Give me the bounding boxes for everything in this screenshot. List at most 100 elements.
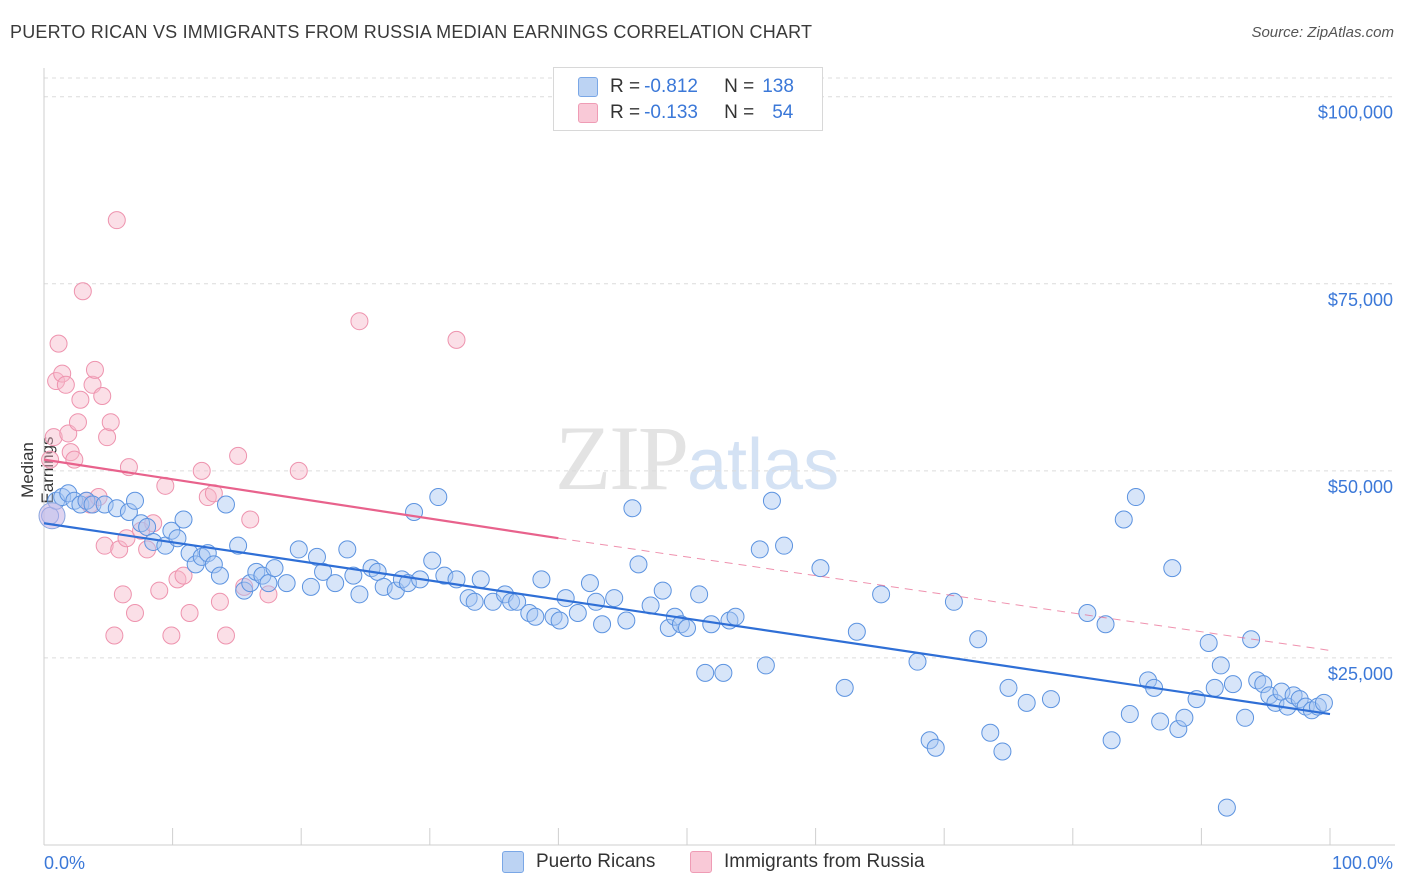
watermark: ZIPatlas [555, 405, 839, 511]
russia-point [113, 585, 132, 604]
chart-title: PUERTO RICAN VS IMMIGRANTS FROM RUSSIA M… [10, 22, 813, 42]
russia-point [98, 428, 117, 447]
puerto-rican-point [1236, 708, 1255, 727]
puerto-rican-point [726, 607, 745, 626]
puerto-rican-point [326, 574, 345, 593]
x-tick-label: 0.0% [44, 853, 85, 873]
puerto-rican-point [1199, 633, 1218, 652]
russia-point [125, 604, 144, 623]
puerto-rican-point [702, 615, 721, 634]
russia-point [289, 461, 308, 480]
puerto-rican-point [338, 540, 357, 559]
puerto-rican-point [775, 536, 794, 555]
puerto-rican-point [119, 503, 138, 522]
puerto-rican-point [301, 577, 320, 596]
legend-swatch-pink [690, 851, 712, 873]
puerto-rican-point [1217, 798, 1236, 817]
puerto-rican-point [550, 611, 569, 630]
russia-point [138, 540, 157, 559]
puerto-rican-point [617, 611, 636, 630]
puerto-rican-point [653, 581, 672, 600]
puerto-rican-point [944, 592, 963, 611]
russia-point [105, 626, 124, 645]
puerto-rican-point [556, 589, 575, 608]
russia-point [44, 428, 63, 447]
russia-trendline-extension [558, 537, 1331, 651]
russia-point [73, 282, 92, 301]
russia-point [216, 626, 235, 645]
puerto-rican-point [423, 551, 442, 570]
legend-n-value: 138 [762, 76, 794, 97]
puerto-rican-point [1223, 675, 1242, 694]
puerto-rican-point [350, 585, 369, 604]
russia-point [110, 540, 129, 559]
legend-label: Immigrants from Russia [724, 851, 925, 872]
russia-point [241, 510, 260, 529]
puerto-rican-point [277, 574, 296, 593]
legend-row-puerto-ricans: R = -0.812 N = 138 [578, 75, 794, 99]
russia-point [95, 536, 114, 555]
y-tick-label: $50,000 [1328, 477, 1393, 497]
russia-point [68, 413, 87, 432]
russia-trendline [43, 458, 559, 540]
puerto-rican-point-large [38, 502, 66, 530]
puerto-rican-point [1163, 559, 1182, 578]
puerto-rican-point [314, 562, 333, 581]
puerto-rican-point [95, 495, 114, 514]
legend-swatch-blue [502, 851, 524, 873]
puerto-rican-point [593, 615, 612, 634]
puerto-rican-point [471, 570, 490, 589]
puerto-rican-point [756, 656, 775, 675]
y-tick-label: $100,000 [1318, 103, 1393, 123]
puerto-rican-point [265, 559, 284, 578]
puerto-rican-point [969, 630, 988, 649]
legend-r-value: -0.133 [644, 102, 698, 123]
puerto-rican-point [186, 555, 205, 574]
puerto-rican-point [1102, 731, 1121, 750]
puerto-rican-point [344, 566, 363, 585]
puerto-rican-point [981, 723, 1000, 742]
legend-item-puerto-ricans[interactable]: Puerto Ricans [502, 851, 655, 873]
legend-item-russia[interactable]: Immigrants from Russia [690, 851, 925, 873]
russia-point [180, 604, 199, 623]
russia-point [107, 211, 126, 230]
legend-n-label: N = [724, 76, 755, 97]
puerto-rican-point [1314, 693, 1333, 712]
puerto-rican-point [872, 585, 891, 604]
puerto-rican-point [532, 570, 551, 589]
puerto-rican-point [1126, 488, 1145, 507]
puerto-rican-point [999, 678, 1018, 697]
source-label: Source: ZipAtlas.com [1251, 24, 1394, 41]
puerto-rican-point [1017, 693, 1036, 712]
puerto-rican-point [623, 499, 642, 518]
puerto-rican-point [229, 536, 248, 555]
legend-r-label: R = [610, 76, 641, 97]
puerto-rican-point [1120, 705, 1139, 724]
legend-r-label: R = [610, 102, 641, 123]
puerto-rican-point [696, 663, 715, 682]
russia-point [174, 566, 193, 585]
puerto-rican-point [374, 577, 393, 596]
puerto-rican-point [750, 540, 769, 559]
puerto-rican-point [1254, 675, 1273, 694]
russia-point [447, 330, 466, 349]
legend-swatch-pink [578, 103, 598, 123]
puerto-rican-point [926, 738, 945, 757]
legend-n-label: N = [724, 102, 755, 123]
puerto-rican-point [125, 491, 144, 510]
y-tick-label: $25,000 [1328, 664, 1393, 684]
puerto-rican-point [659, 618, 678, 637]
legend-n-value: 54 [772, 102, 794, 123]
russia-point [89, 488, 108, 507]
puerto-rican-point [204, 555, 223, 574]
puerto-rican-point [429, 488, 448, 507]
puerto-rican-point [526, 607, 545, 626]
puerto-rican-point [1139, 671, 1158, 690]
y-tick-label: $75,000 [1328, 290, 1393, 310]
puerto-rican-point [568, 604, 587, 623]
legend-r-value: -0.812 [644, 76, 698, 97]
puerto-rican-point [259, 574, 278, 593]
puerto-rican-point [811, 559, 830, 578]
russia-point [150, 581, 169, 600]
russia-point [210, 592, 229, 611]
